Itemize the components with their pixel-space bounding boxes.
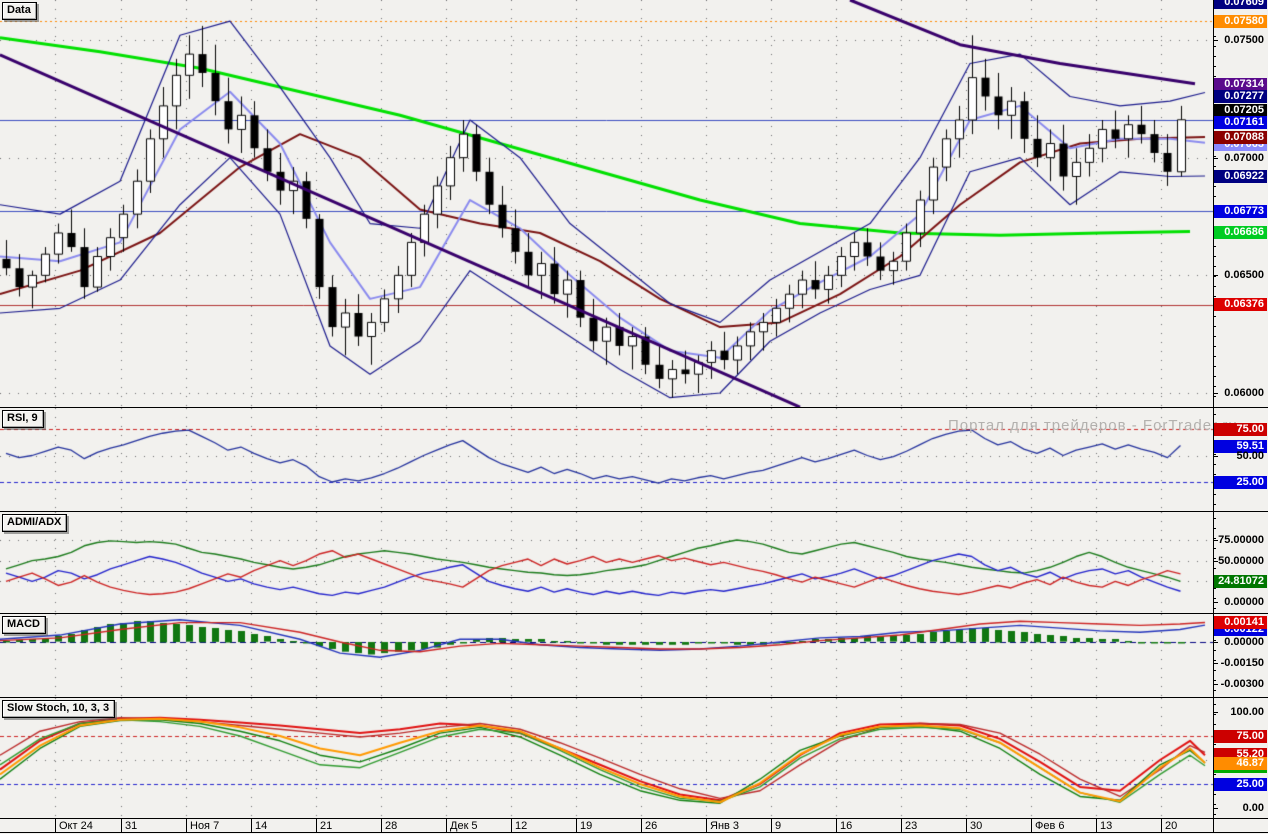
- axis-label: 0.06000: [1224, 386, 1264, 399]
- date-tick: [121, 819, 122, 832]
- axis-label: 0.06686: [1214, 225, 1267, 239]
- date-tick: [1031, 819, 1032, 832]
- date-tick: [966, 819, 967, 832]
- axis-label: 0.07500: [1224, 33, 1264, 46]
- axis-label: -0.00150: [1220, 656, 1264, 669]
- date-label: 31: [125, 820, 138, 832]
- date-label: 13: [1100, 820, 1113, 832]
- slow-stoch-panel-title-button[interactable]: Slow Stoch, 10, 3, 3: [2, 700, 116, 718]
- macd-panel-title-button[interactable]: MACD: [2, 616, 46, 634]
- axis-label: 0.07205: [1214, 103, 1267, 117]
- date-tick: [381, 819, 382, 832]
- axis-label: 46.87: [1214, 756, 1267, 770]
- date-tick: [316, 819, 317, 832]
- date-tick: [511, 819, 512, 832]
- panel-separator-line: [0, 407, 1268, 408]
- axis-label: 0.00000: [1224, 595, 1264, 608]
- date-tick: [771, 819, 772, 832]
- date-tick: [186, 819, 187, 832]
- rsi-panel-title-button[interactable]: RSI, 9: [2, 410, 44, 428]
- date-tick: [836, 819, 837, 832]
- date-tick: [706, 819, 707, 832]
- axis-label: 0.00122: [1214, 622, 1267, 636]
- panel-separator-line: [0, 832, 1268, 833]
- axis-label: 0.07580: [1214, 14, 1267, 28]
- macd-panel-canvas[interactable]: [0, 614, 1213, 697]
- date-label: 28: [385, 820, 398, 832]
- axis-label: 100.00: [1230, 705, 1264, 718]
- axis-label: 0.00141: [1214, 615, 1267, 629]
- date-tick: [576, 819, 577, 832]
- axis-border-line: [1213, 0, 1214, 833]
- date-tick: [641, 819, 642, 832]
- axis-label: [1214, 759, 1267, 773]
- date-tick: [1161, 819, 1162, 832]
- date-tick: [55, 819, 56, 832]
- axis-label: 50.00: [1236, 449, 1264, 462]
- date-label: Янв 3: [710, 820, 740, 832]
- date-tick: [446, 819, 447, 832]
- date-tick: [251, 819, 252, 832]
- date-label: 23: [905, 820, 918, 832]
- axis-label: 0.07088: [1214, 130, 1267, 144]
- axis-label: 0.06500: [1224, 268, 1264, 281]
- axis-label: 0.06773: [1214, 204, 1267, 218]
- axis-label: -0.00300: [1220, 677, 1264, 690]
- watermark-text: Портал для трейдеров - ForTrader.ru: [948, 417, 1238, 434]
- price-panel-title-button[interactable]: Data: [2, 2, 37, 20]
- slow-stoch-panel-canvas[interactable]: [0, 698, 1213, 818]
- date-label: 9: [775, 820, 782, 832]
- axis-label: 0.06376: [1214, 297, 1267, 311]
- axis-label: 24.81072: [1214, 574, 1267, 588]
- date-label: 19: [580, 820, 593, 832]
- axis-label: 50.00000: [1218, 554, 1264, 567]
- rsi-panel-canvas[interactable]: [0, 408, 1213, 511]
- admi-adx-panel-title-button[interactable]: ADMI/ADX: [2, 514, 68, 532]
- date-label: 21: [320, 820, 333, 832]
- date-label: Окт 24: [59, 820, 93, 832]
- date-label: 14: [255, 820, 268, 832]
- date-label: Ноя 7: [190, 820, 220, 832]
- panel-separator-line: [0, 613, 1268, 614]
- price-panel-canvas[interactable]: [0, 0, 1213, 407]
- date-label: Дек 5: [450, 820, 478, 832]
- axis-label: 55.20: [1214, 747, 1267, 761]
- admi-adx-panel-canvas[interactable]: [0, 512, 1213, 613]
- date-label: 30: [970, 820, 983, 832]
- date-label: 12: [515, 820, 528, 832]
- axis-label: 25.00: [1214, 777, 1267, 791]
- panel-separator-line: [0, 818, 1268, 819]
- date-label: Фев 6: [1035, 820, 1065, 832]
- axis-label: 0.07000: [1224, 151, 1264, 164]
- axis-label: 0.07609: [1214, 0, 1267, 9]
- date-axis: Окт 24 31 Ноя 7 14 21 28 Дек 5 12 19 26 Янв 3 9 16 23…: [0, 819, 1268, 833]
- axis-label: 75.00000: [1218, 533, 1264, 546]
- axis-label: 0.06922: [1214, 169, 1267, 183]
- date-label: 16: [840, 820, 853, 832]
- axis-label: 59.51: [1214, 439, 1267, 453]
- panel-separator-line: [0, 697, 1268, 698]
- axis-label: 0.00000: [1224, 635, 1264, 648]
- axis-label: 0.07063: [1214, 137, 1267, 151]
- date-tick: [901, 819, 902, 832]
- panel-separator-line: [0, 511, 1268, 512]
- axis-label: 75.00: [1214, 729, 1267, 743]
- date-label: 26: [645, 820, 658, 832]
- axis-label: 25.00: [1214, 475, 1267, 489]
- axis-label: 0.07277: [1214, 90, 1267, 103]
- date-label: 20: [1165, 820, 1178, 832]
- axis-label: 0.07314: [1214, 77, 1267, 91]
- axis-label: 0.07161: [1214, 116, 1267, 129]
- axis-label: 0.00: [1242, 801, 1264, 814]
- date-tick: [1096, 819, 1097, 832]
